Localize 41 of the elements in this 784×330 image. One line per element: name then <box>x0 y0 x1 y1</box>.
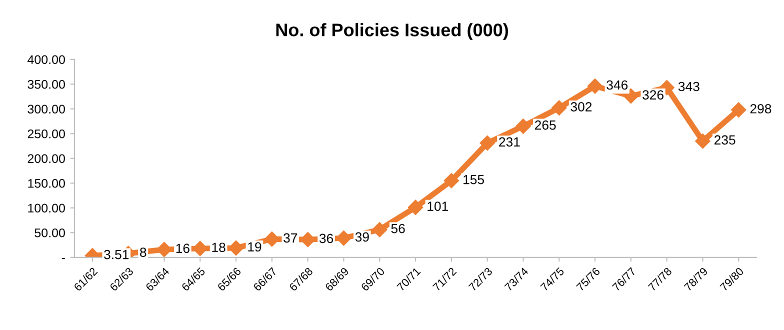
point <box>623 88 638 104</box>
data-label: 3.51 <box>104 250 129 260</box>
chart-title: No. of Policies Issued (000) <box>276 23 508 40</box>
data-label: 18 <box>212 242 226 252</box>
data-label: 36 <box>319 234 334 244</box>
point <box>695 134 710 149</box>
data-label: 302 <box>570 102 592 112</box>
y-tick-label: 50.00 <box>34 228 65 238</box>
data-label: 298 <box>750 104 772 114</box>
data-label: 265 <box>534 120 556 130</box>
data-label: 101 <box>428 202 448 211</box>
point <box>480 135 495 151</box>
data-label: 343 <box>678 82 700 92</box>
y-tick-label: 250.00 <box>28 129 65 138</box>
point <box>264 232 280 247</box>
data-label: 37 <box>284 233 298 243</box>
point <box>552 100 567 116</box>
point <box>587 78 603 94</box>
y-tick-label: 300.00 <box>28 104 65 114</box>
point <box>731 102 746 118</box>
point <box>516 118 531 134</box>
data-label: 231 <box>499 137 520 147</box>
data-label: 16 <box>176 244 190 254</box>
data-label: 39 <box>355 232 369 242</box>
point <box>444 173 459 188</box>
y-tick-label: - <box>62 258 65 260</box>
y-tick-label: 400.00 <box>28 55 65 64</box>
y-tick-label: 100.00 <box>28 204 65 213</box>
data-label: 235 <box>714 135 736 145</box>
data-label: 8 <box>140 248 146 257</box>
data-label: 155 <box>464 175 484 184</box>
data-label: 346 <box>606 80 628 90</box>
point <box>336 230 352 246</box>
y-tick-label: 200.00 <box>28 154 65 164</box>
y-tick-label: 350.00 <box>28 80 65 89</box>
y-tick-label: 150.00 <box>28 178 65 188</box>
point <box>372 222 388 238</box>
data-label: 56 <box>391 224 405 234</box>
data-label: 19 <box>248 242 262 252</box>
data-label: 326 <box>642 90 664 100</box>
point <box>408 200 424 215</box>
